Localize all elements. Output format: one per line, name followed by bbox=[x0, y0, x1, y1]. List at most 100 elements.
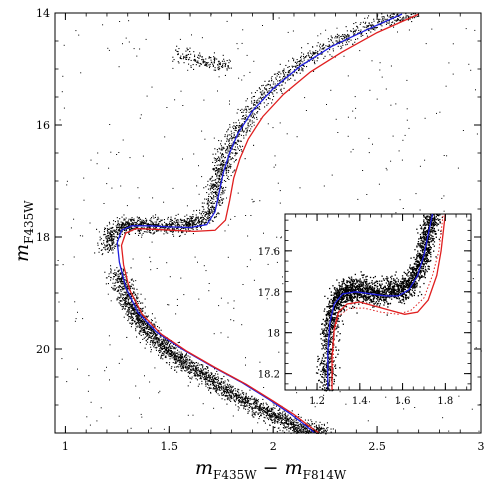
scatter-dot bbox=[134, 313, 136, 315]
scatter-dot bbox=[193, 363, 195, 365]
scatter-dot bbox=[210, 177, 212, 179]
scatter-dot bbox=[268, 80, 270, 82]
scatter-dot bbox=[208, 195, 210, 197]
scatter-dot bbox=[152, 332, 154, 334]
scatter-dot bbox=[166, 225, 168, 227]
scatter-dot bbox=[182, 356, 184, 358]
scatter-dot bbox=[215, 378, 217, 380]
scatter-dot bbox=[238, 396, 240, 398]
scatter-dot bbox=[200, 369, 202, 371]
scatter-dot bbox=[234, 143, 236, 145]
scatter-dot bbox=[222, 392, 224, 394]
scatter-dot bbox=[341, 47, 343, 49]
scatter-dot bbox=[248, 407, 250, 409]
scatter-dot bbox=[114, 221, 116, 223]
scatter-dot bbox=[181, 223, 183, 225]
scatter-dot bbox=[265, 411, 267, 413]
scatter-dot bbox=[201, 56, 203, 58]
scatter-dot bbox=[353, 23, 355, 25]
scatter-dot bbox=[138, 320, 140, 322]
scatter-dot bbox=[146, 331, 148, 333]
scatter-dot bbox=[258, 100, 260, 102]
scatter-dot bbox=[170, 353, 172, 355]
scatter-dot bbox=[243, 121, 245, 123]
scatter-dot bbox=[139, 322, 141, 324]
scatter-dot bbox=[243, 135, 245, 137]
scatter-dot bbox=[200, 63, 202, 65]
scatter-dot bbox=[288, 419, 290, 421]
scatter-dot bbox=[137, 229, 139, 231]
scatter-dot bbox=[135, 330, 137, 332]
scatter-dot bbox=[249, 130, 251, 132]
scatter-dot bbox=[168, 348, 170, 350]
scatter-dot bbox=[158, 343, 160, 345]
scatter-dot bbox=[104, 246, 106, 248]
scatter-dot bbox=[188, 225, 190, 227]
scatter-dot bbox=[178, 235, 180, 237]
scatter-dot bbox=[162, 348, 164, 350]
scatter-dot bbox=[360, 34, 362, 36]
scatter-dot bbox=[126, 311, 128, 313]
field-star bbox=[169, 276, 171, 278]
scatter-dot bbox=[131, 222, 133, 224]
scatter-dot bbox=[196, 217, 198, 219]
scatter-dot bbox=[181, 363, 183, 365]
scatter-dot bbox=[188, 59, 190, 61]
scatter-dot bbox=[220, 192, 222, 194]
scatter-dot bbox=[222, 66, 224, 68]
scatter-dot bbox=[295, 428, 297, 430]
scatter-dot bbox=[274, 85, 276, 87]
scatter-dot bbox=[111, 244, 113, 246]
scatter-dot bbox=[212, 202, 214, 204]
scatter-dot bbox=[198, 57, 200, 59]
scatter-dot bbox=[193, 369, 195, 371]
scatter-dot bbox=[136, 226, 138, 228]
scatter-dot bbox=[145, 328, 147, 330]
scatter-dot bbox=[154, 331, 156, 333]
data-point bbox=[215, 192, 217, 194]
scatter-dot bbox=[297, 425, 299, 427]
scatter-dot bbox=[230, 389, 232, 391]
scatter-dot bbox=[378, 20, 380, 22]
scatter-dot bbox=[183, 57, 185, 59]
scatter-dot bbox=[285, 64, 287, 66]
scatter-dot bbox=[385, 23, 387, 25]
scatter-dot bbox=[180, 55, 182, 57]
scatter-dot bbox=[192, 214, 194, 216]
scatter-dot bbox=[305, 56, 307, 58]
scatter-dot bbox=[200, 217, 202, 219]
scatter-dot bbox=[129, 233, 131, 235]
scatter-dot bbox=[121, 275, 123, 277]
scatter-dot bbox=[147, 222, 149, 224]
scatter-dot bbox=[177, 349, 179, 351]
scatter-dot bbox=[112, 288, 114, 290]
field-star bbox=[83, 199, 85, 201]
scatter-dot bbox=[179, 360, 181, 362]
scatter-dot bbox=[279, 71, 281, 73]
scatter-dot bbox=[235, 142, 237, 144]
scatter-dot bbox=[281, 415, 283, 417]
scatter-dot bbox=[208, 379, 210, 381]
scatter-dot bbox=[127, 320, 129, 322]
scatter-dot bbox=[121, 222, 123, 224]
scatter-dot bbox=[276, 417, 278, 419]
scatter-dot bbox=[205, 380, 207, 382]
scatter-dot bbox=[217, 212, 219, 214]
scatter-dot bbox=[219, 164, 221, 166]
scatter-dot bbox=[109, 223, 111, 225]
scatter-dot bbox=[175, 366, 177, 368]
scatter-dot bbox=[227, 66, 229, 68]
scatter-dot bbox=[131, 323, 133, 325]
scatter-dot bbox=[345, 44, 347, 46]
scatter-dot bbox=[259, 96, 261, 98]
scatter-dot bbox=[146, 325, 148, 327]
scatter-dot bbox=[235, 404, 237, 406]
scatter-dot bbox=[203, 202, 205, 204]
scatter-dot bbox=[185, 354, 187, 356]
scatter-dot bbox=[173, 348, 175, 350]
scatter-dot bbox=[126, 221, 128, 223]
scatter-dot bbox=[141, 320, 143, 322]
scatter-dot bbox=[289, 416, 291, 418]
scatter-dot bbox=[146, 322, 148, 324]
scatter-dot bbox=[210, 207, 212, 209]
